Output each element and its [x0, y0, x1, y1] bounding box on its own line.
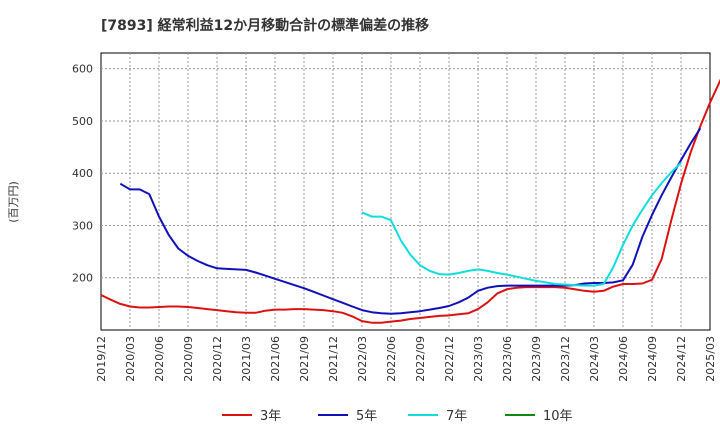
legend-label: 10年 [543, 409, 573, 424]
x-tick-label: 2022/03 [356, 336, 369, 382]
x-tick-label: 2022/09 [414, 336, 427, 382]
y-tick-label: 400 [72, 167, 93, 180]
legend-label: 3年 [260, 409, 281, 424]
x-tick-label: 2023/03 [472, 336, 485, 382]
x-tick-label: 2025/03 [704, 336, 717, 382]
x-tick-label: 2024/06 [617, 336, 630, 382]
x-axis-ticks: 2019/12 2020/03 2020/06 2020/09 2020/12 2021/… [95, 336, 717, 382]
x-tick-label: 2022/06 [385, 336, 398, 382]
x-tick-label: 2021/12 [327, 336, 340, 382]
legend-label: 7年 [446, 409, 467, 424]
x-tick-label: 2022/12 [443, 336, 456, 382]
x-tick-label: 2021/03 [240, 336, 253, 382]
y-tick-label: 300 [72, 219, 93, 232]
x-tick-label: 2023/09 [530, 336, 543, 382]
legend-label: 5年 [356, 409, 377, 424]
y-tick-label: 600 [72, 63, 93, 76]
series-line-3年 [100, 78, 720, 324]
x-tick-label: 2021/06 [269, 336, 282, 382]
x-tick-label: 2024/12 [675, 336, 688, 382]
x-tick-label: 2023/12 [559, 336, 572, 382]
x-tick-label: 2021/09 [298, 336, 311, 382]
series-lines [100, 78, 720, 324]
series-line-7年 [361, 162, 682, 287]
grid-lines [101, 53, 710, 330]
chart-title: [7893] 経常利益12か月移動合計の標準偏差の推移 [101, 17, 429, 34]
x-tick-label: 2024/03 [588, 336, 601, 382]
x-tick-label: 2020/09 [182, 336, 195, 382]
x-tick-label: 2023/06 [501, 336, 514, 382]
y-tick-label: 500 [72, 115, 93, 128]
y-axis-label: (百万円) [7, 181, 20, 223]
x-tick-label: 2020/06 [153, 336, 166, 382]
x-tick-label: 2019/12 [95, 336, 108, 382]
x-tick-label: 2024/09 [646, 336, 659, 382]
y-axis-ticks: 200 300 400 500 600 [72, 63, 93, 285]
legend: 3年 5年 7年 10年 [222, 409, 573, 424]
y-tick-label: 200 [72, 272, 93, 285]
x-tick-label: 2020/12 [211, 336, 224, 382]
x-tick-label: 2020/03 [124, 336, 137, 382]
plot-area [100, 52, 711, 331]
